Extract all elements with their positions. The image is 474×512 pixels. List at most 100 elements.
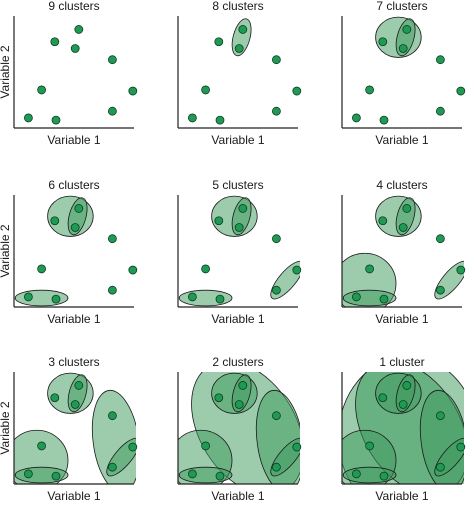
data-point (398, 223, 408, 232)
data-point (398, 400, 408, 409)
data-point (187, 113, 197, 123)
data-point (234, 44, 244, 53)
data-point (379, 115, 389, 125)
panel-title: 1 cluster (379, 355, 424, 369)
data-point (271, 285, 281, 295)
data-point (128, 265, 138, 275)
x-axis-label: Variable 1 (211, 489, 264, 503)
data-point (271, 55, 281, 65)
x-axis-label: Variable 1 (47, 312, 100, 326)
panel-6: 4 clusters Variable 1 (341, 178, 466, 326)
data-point (234, 223, 244, 232)
data-point (351, 113, 361, 123)
data-point (70, 223, 80, 232)
panel-title: 4 clusters (376, 178, 427, 192)
data-point (456, 442, 466, 452)
data-point (292, 265, 302, 275)
data-point (402, 25, 412, 34)
data-point (379, 294, 389, 304)
panel-1: 9 clusters Variable 1 Variable 2 (0, 0, 138, 147)
panel-4: 6 clusters Variable 1 Variable 2 (0, 178, 138, 326)
y-axis-label: Variable 2 (0, 401, 12, 454)
data-point (271, 411, 281, 421)
data-point (215, 471, 225, 481)
x-axis-label: Variable 1 (211, 312, 264, 326)
x-axis-label: Variable 1 (375, 312, 428, 326)
cluster-group (375, 16, 422, 58)
data-point (435, 285, 445, 295)
panel-title: 2 clusters (212, 355, 263, 369)
data-point (51, 294, 61, 304)
y-axis-label: Variable 2 (0, 45, 12, 98)
data-point (402, 204, 412, 213)
data-point (108, 411, 117, 421)
x-axis-label: Variable 1 (47, 489, 100, 503)
data-point (23, 292, 33, 302)
data-point (435, 462, 445, 472)
cluster-ellipse (255, 389, 300, 484)
data-point (292, 86, 302, 96)
data-point (51, 471, 61, 481)
data-point (201, 264, 211, 274)
data-point (238, 204, 248, 213)
data-point (128, 86, 138, 96)
panel-title: 6 clusters (48, 178, 99, 192)
panel-5: 5 clusters Variable 1 (177, 178, 302, 326)
x-axis-label: Variable 1 (47, 133, 100, 147)
panel-title: 8 clusters (212, 0, 263, 13)
panel-title: 5 clusters (212, 178, 263, 192)
data-point (379, 471, 389, 481)
data-point (292, 442, 302, 452)
data-point (398, 44, 408, 53)
panel-7: 3 clusters Variable 1 Variable 2 (0, 355, 138, 503)
data-point (37, 441, 46, 451)
data-point (37, 264, 46, 274)
cluster-group (342, 195, 464, 307)
data-point (37, 85, 46, 95)
data-point (70, 44, 80, 53)
data-point (238, 25, 248, 34)
data-point (351, 292, 361, 302)
data-point (187, 469, 197, 479)
panel-title: 9 clusters (48, 0, 99, 13)
data-point (351, 469, 361, 479)
data-point (238, 381, 248, 390)
cluster-ellipse (434, 260, 464, 300)
panel-9: 1 cluster Variable 1 (341, 355, 466, 503)
data-point (74, 204, 84, 213)
x-axis-label: Variable 1 (375, 133, 428, 147)
data-point (456, 86, 466, 96)
panel-3: 7 clusters Variable 1 (341, 0, 466, 147)
data-point (108, 285, 117, 295)
data-point (456, 265, 466, 275)
data-point (402, 381, 412, 390)
data-point (70, 400, 80, 409)
cluster-ellipse (91, 389, 136, 484)
data-point (23, 113, 33, 123)
data-point (234, 400, 244, 409)
data-point (51, 115, 61, 125)
data-point (271, 234, 281, 244)
cluster-ellipse (270, 260, 300, 300)
data-point (435, 411, 445, 421)
data-point (214, 216, 224, 226)
x-axis-label: Variable 1 (211, 133, 264, 147)
data-point (378, 37, 388, 47)
data-point (201, 441, 211, 451)
data-point (365, 264, 375, 274)
data-point (271, 106, 281, 116)
data-point (108, 55, 117, 65)
data-point (108, 462, 117, 472)
data-point (187, 292, 197, 302)
data-point (271, 462, 281, 472)
panel-title: 3 clusters (48, 355, 99, 369)
data-point (74, 25, 84, 34)
data-point (50, 393, 60, 403)
x-axis-label: Variable 1 (375, 489, 428, 503)
data-point (201, 85, 211, 95)
data-point (214, 37, 224, 47)
data-point (74, 381, 84, 390)
panel-title: 7 clusters (376, 0, 427, 13)
cluster-group (14, 195, 94, 307)
